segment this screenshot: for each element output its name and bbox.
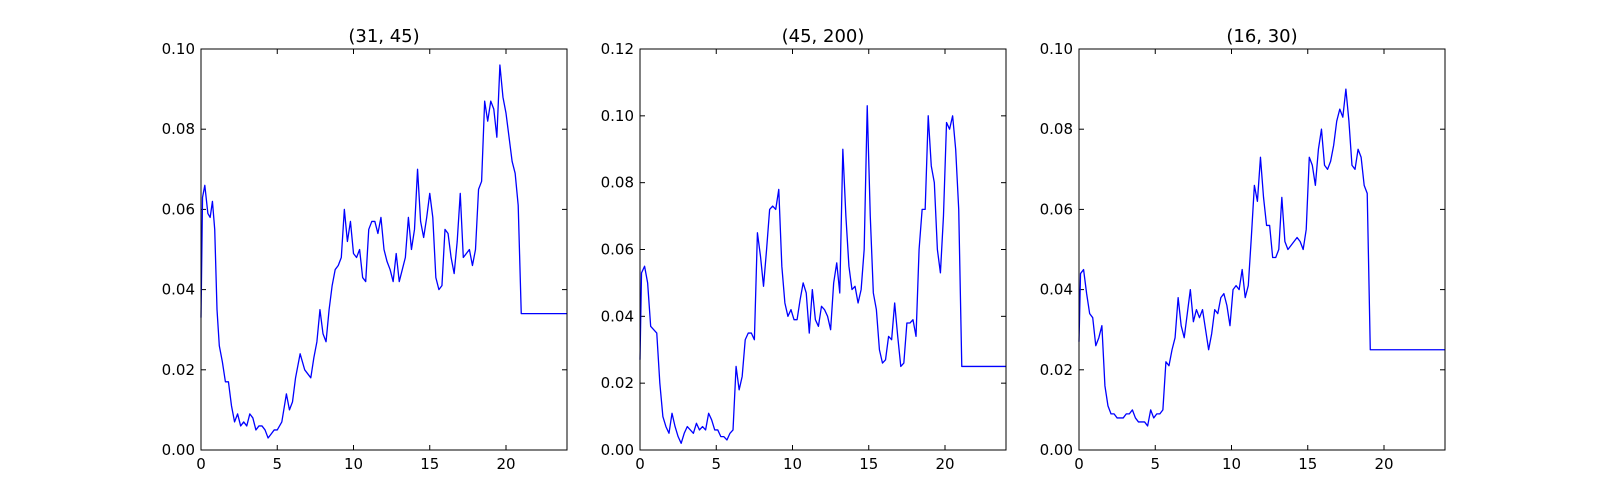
series-line	[200, 64, 567, 439]
y-tick-label: 0.02	[601, 374, 634, 392]
x-tick-label: 5	[1150, 455, 1160, 473]
x-tick-label: 0	[196, 455, 206, 473]
x-tick-label: 0	[1074, 455, 1084, 473]
ticks-layer: 0 5 10 15 20 0.00 0.02 0.04 0.06 0.08 0.10	[1040, 40, 1445, 473]
y-tick-label: 0.12	[601, 40, 634, 58]
axes-frame	[1078, 48, 1446, 451]
y-tick-label: 0.04	[162, 281, 195, 299]
y-tick-label: 0.04	[1040, 281, 1073, 299]
chart-title: (31, 45)	[348, 26, 419, 47]
y-tick-label: 0.00	[162, 441, 195, 459]
y-tick-label: 0.06	[1040, 200, 1073, 218]
series-layer	[1078, 88, 1445, 427]
x-tick-label: 5	[711, 455, 721, 473]
x-tick-label: 10	[344, 455, 363, 473]
x-tick-label: 0	[635, 455, 645, 473]
x-tick-label: 15	[859, 455, 878, 473]
x-tick-label: 10	[783, 455, 802, 473]
series-line	[1078, 88, 1445, 427]
x-tick-label: 15	[420, 455, 439, 473]
y-tick-label: 0.02	[162, 361, 195, 379]
chart-title: (16, 30)	[1226, 26, 1297, 47]
x-tick-label: 20	[1374, 455, 1393, 473]
ticks-layer: 0 5 10 15 20 0.00 0.02 0.04 0.06 0.08 0.10 0.12	[601, 40, 1006, 473]
y-tick-label: 0.08	[1040, 120, 1073, 138]
x-tick-label: 15	[1298, 455, 1317, 473]
x-tick-label: 20	[496, 455, 515, 473]
subplot-2: (45, 200) 0 5 10 15 20 0.00 0.02 0.04 0.06 0.08 0.…	[601, 26, 1007, 473]
subplot-1: (31, 45) 0 5 10 15 20 0.00 0.02 0.04 0.06 0.08 0.1…	[162, 26, 568, 473]
x-tick-label: 20	[935, 455, 954, 473]
y-tick-label: 0.04	[601, 307, 634, 325]
ticks-layer: 0 5 10 15 20 0.00 0.02 0.04 0.06 0.08 0.10	[162, 40, 567, 473]
x-tick-label: 5	[272, 455, 282, 473]
x-tick-label: 10	[1222, 455, 1241, 473]
y-tick-label: 0.08	[601, 174, 634, 192]
y-tick-label: 0.10	[162, 40, 195, 58]
subplot-3: (16, 30) 0 5 10 15 20 0.00 0.02 0.04 0.06 0.08 0.1…	[1040, 26, 1446, 473]
series-layer	[200, 64, 567, 439]
series-layer	[639, 105, 1006, 444]
y-tick-label: 0.02	[1040, 361, 1073, 379]
axes-frame	[639, 48, 1007, 451]
y-tick-label: 0.00	[601, 441, 634, 459]
axes-frame	[200, 48, 568, 451]
chart-title: (45, 200)	[782, 26, 865, 47]
y-tick-label: 0.00	[1040, 441, 1073, 459]
y-tick-label: 0.10	[1040, 40, 1073, 58]
series-line	[639, 105, 1006, 444]
y-tick-label: 0.06	[162, 200, 195, 218]
y-tick-label: 0.10	[601, 107, 634, 125]
y-tick-label: 0.08	[162, 120, 195, 138]
y-tick-label: 0.06	[601, 241, 634, 259]
